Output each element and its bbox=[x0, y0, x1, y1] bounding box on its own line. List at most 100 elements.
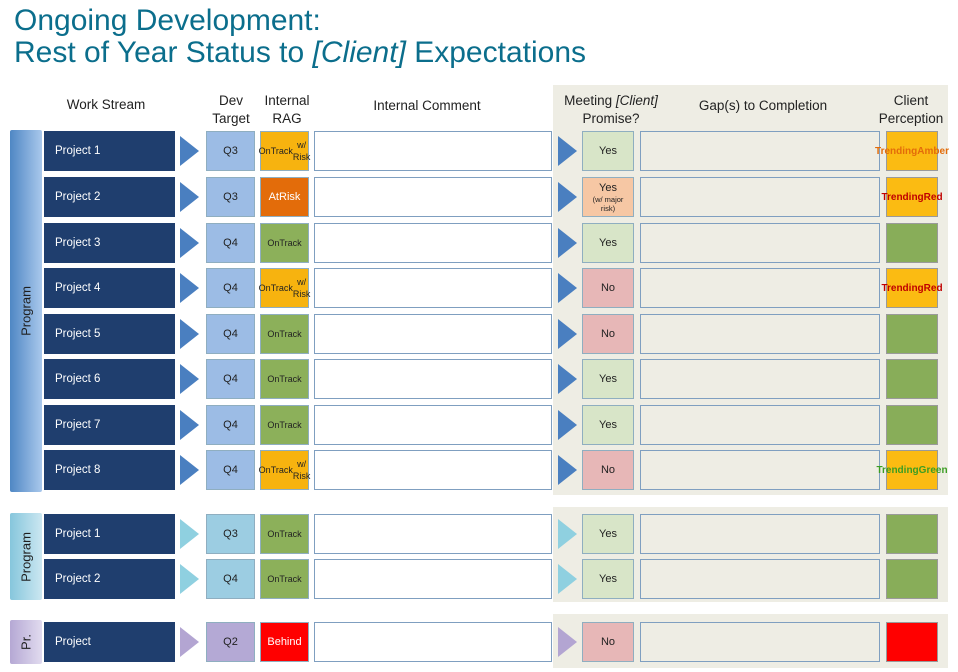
dev-target-cell: Q4 bbox=[206, 314, 255, 354]
work-stream-label: Project 6 bbox=[55, 373, 101, 385]
promise-cell: No bbox=[582, 450, 634, 490]
internal-comment-field[interactable] bbox=[314, 177, 552, 217]
work-stream-cell[interactable]: Project 1 bbox=[44, 514, 175, 554]
work-stream-cell[interactable]: Project 6 bbox=[44, 359, 175, 399]
client-perception-cell bbox=[886, 314, 938, 354]
dev-target-cell: Q3 bbox=[206, 131, 255, 171]
client-perception-cell bbox=[886, 559, 938, 599]
work-stream-cell[interactable]: Project 8 bbox=[44, 450, 175, 490]
arrow-right-icon bbox=[558, 455, 577, 485]
group-label-program-1: Program bbox=[10, 130, 42, 492]
gaps-field[interactable] bbox=[640, 268, 880, 308]
arrow-right-icon bbox=[180, 455, 199, 485]
gaps-field[interactable] bbox=[640, 622, 880, 662]
internal-rag-cell: Behind bbox=[260, 622, 309, 662]
dev-target-cell: Q4 bbox=[206, 268, 255, 308]
work-stream-cell[interactable]: Project bbox=[44, 622, 175, 662]
promise-cell: Yes bbox=[582, 359, 634, 399]
work-stream-cell[interactable]: Project 2 bbox=[44, 177, 175, 217]
arrow-right-icon bbox=[558, 564, 577, 594]
work-stream-cell[interactable]: Project 2 bbox=[44, 559, 175, 599]
arrow-right-icon bbox=[180, 228, 199, 258]
internal-comment-field[interactable] bbox=[314, 405, 552, 445]
header-internal-comment: Internal Comment bbox=[373, 98, 481, 113]
work-stream-label: Project 4 bbox=[55, 282, 101, 294]
promise-cell: No bbox=[582, 268, 634, 308]
internal-comment-field[interactable] bbox=[314, 223, 552, 263]
internal-rag-cell: On Track bbox=[260, 514, 309, 554]
page-title-line-2: Rest of Year Status to [Client] Expectat… bbox=[14, 36, 587, 69]
client-perception-cell bbox=[886, 359, 938, 399]
gaps-field[interactable] bbox=[640, 131, 880, 171]
arrow-right-icon bbox=[558, 519, 577, 549]
work-stream-label: Project 3 bbox=[55, 237, 101, 249]
work-stream-label: Project 1 bbox=[55, 145, 101, 157]
group-label-program-2: Program bbox=[10, 513, 42, 600]
gaps-field[interactable] bbox=[640, 559, 880, 599]
gaps-field[interactable] bbox=[640, 177, 880, 217]
dev-target-cell: Q4 bbox=[206, 450, 255, 490]
work-stream-label: Project 8 bbox=[55, 464, 101, 476]
work-stream-cell[interactable]: Project 4 bbox=[44, 268, 175, 308]
gaps-field[interactable] bbox=[640, 359, 880, 399]
arrow-right-icon bbox=[180, 627, 199, 657]
client-perception-cell bbox=[886, 622, 938, 662]
client-perception-cell bbox=[886, 223, 938, 263]
arrow-right-icon bbox=[558, 228, 577, 258]
arrow-right-icon bbox=[180, 564, 199, 594]
header-gaps: Gap(s) to Completion bbox=[698, 98, 828, 113]
work-stream-label: Project 2 bbox=[55, 191, 101, 203]
arrow-right-icon bbox=[180, 319, 199, 349]
work-stream-cell[interactable]: Project 7 bbox=[44, 405, 175, 445]
promise-cell: Yes bbox=[582, 131, 634, 171]
internal-rag-cell: On Track bbox=[260, 559, 309, 599]
gaps-field[interactable] bbox=[640, 514, 880, 554]
header-meeting-promise: Meeting [Client] Promise? bbox=[564, 93, 658, 126]
internal-comment-field[interactable] bbox=[314, 131, 552, 171]
arrow-right-icon bbox=[558, 136, 577, 166]
arrow-right-icon bbox=[558, 319, 577, 349]
internal-rag-cell: On Track w/ Risk bbox=[259, 268, 310, 308]
arrow-right-icon bbox=[180, 182, 199, 212]
internal-comment-field[interactable] bbox=[314, 450, 552, 490]
dev-target-cell: Q4 bbox=[206, 359, 255, 399]
work-stream-cell[interactable]: Project 5 bbox=[44, 314, 175, 354]
arrow-right-icon bbox=[558, 364, 577, 394]
internal-comment-field[interactable] bbox=[314, 514, 552, 554]
work-stream-label: Project 1 bbox=[55, 528, 101, 540]
internal-comment-field[interactable] bbox=[314, 622, 552, 662]
promise-cell: No bbox=[582, 314, 634, 354]
gaps-field[interactable] bbox=[640, 405, 880, 445]
gaps-field[interactable] bbox=[640, 223, 880, 263]
internal-comment-field[interactable] bbox=[314, 359, 552, 399]
internal-rag-cell: On Track bbox=[260, 314, 309, 354]
internal-rag-cell: On Track w/ Risk bbox=[259, 450, 310, 490]
internal-comment-field[interactable] bbox=[314, 268, 552, 308]
client-perception-cell: Trending Green bbox=[876, 450, 948, 490]
arrow-right-icon bbox=[558, 410, 577, 440]
work-stream-cell[interactable]: Project 3 bbox=[44, 223, 175, 263]
dev-target-cell: Q3 bbox=[206, 514, 255, 554]
internal-rag-cell: At Risk bbox=[260, 177, 309, 217]
internal-comment-field[interactable] bbox=[314, 314, 552, 354]
arrow-right-icon bbox=[558, 627, 577, 657]
arrow-right-icon bbox=[180, 136, 199, 166]
page-title-line-1: Ongoing Development: bbox=[14, 4, 321, 37]
promise-cell: Yes bbox=[582, 559, 634, 599]
gaps-field[interactable] bbox=[640, 450, 880, 490]
gaps-field[interactable] bbox=[640, 314, 880, 354]
client-perception-cell: Trending Red bbox=[881, 177, 943, 217]
work-stream-cell[interactable]: Project 1 bbox=[44, 131, 175, 171]
dev-target-cell: Q4 bbox=[206, 405, 255, 445]
client-perception-cell: Trending Red bbox=[881, 268, 943, 308]
client-placeholder: [Client] bbox=[312, 36, 406, 69]
internal-rag-cell: On Track bbox=[260, 223, 309, 263]
header-work-stream: Work Stream bbox=[66, 97, 146, 112]
promise-cell: Yes bbox=[582, 514, 634, 554]
header-dev-target: Dev Target bbox=[212, 93, 250, 126]
arrow-right-icon bbox=[180, 410, 199, 440]
internal-comment-field[interactable] bbox=[314, 559, 552, 599]
client-perception-cell bbox=[886, 405, 938, 445]
internal-rag-cell: On Track bbox=[260, 405, 309, 445]
work-stream-label: Project 7 bbox=[55, 419, 101, 431]
